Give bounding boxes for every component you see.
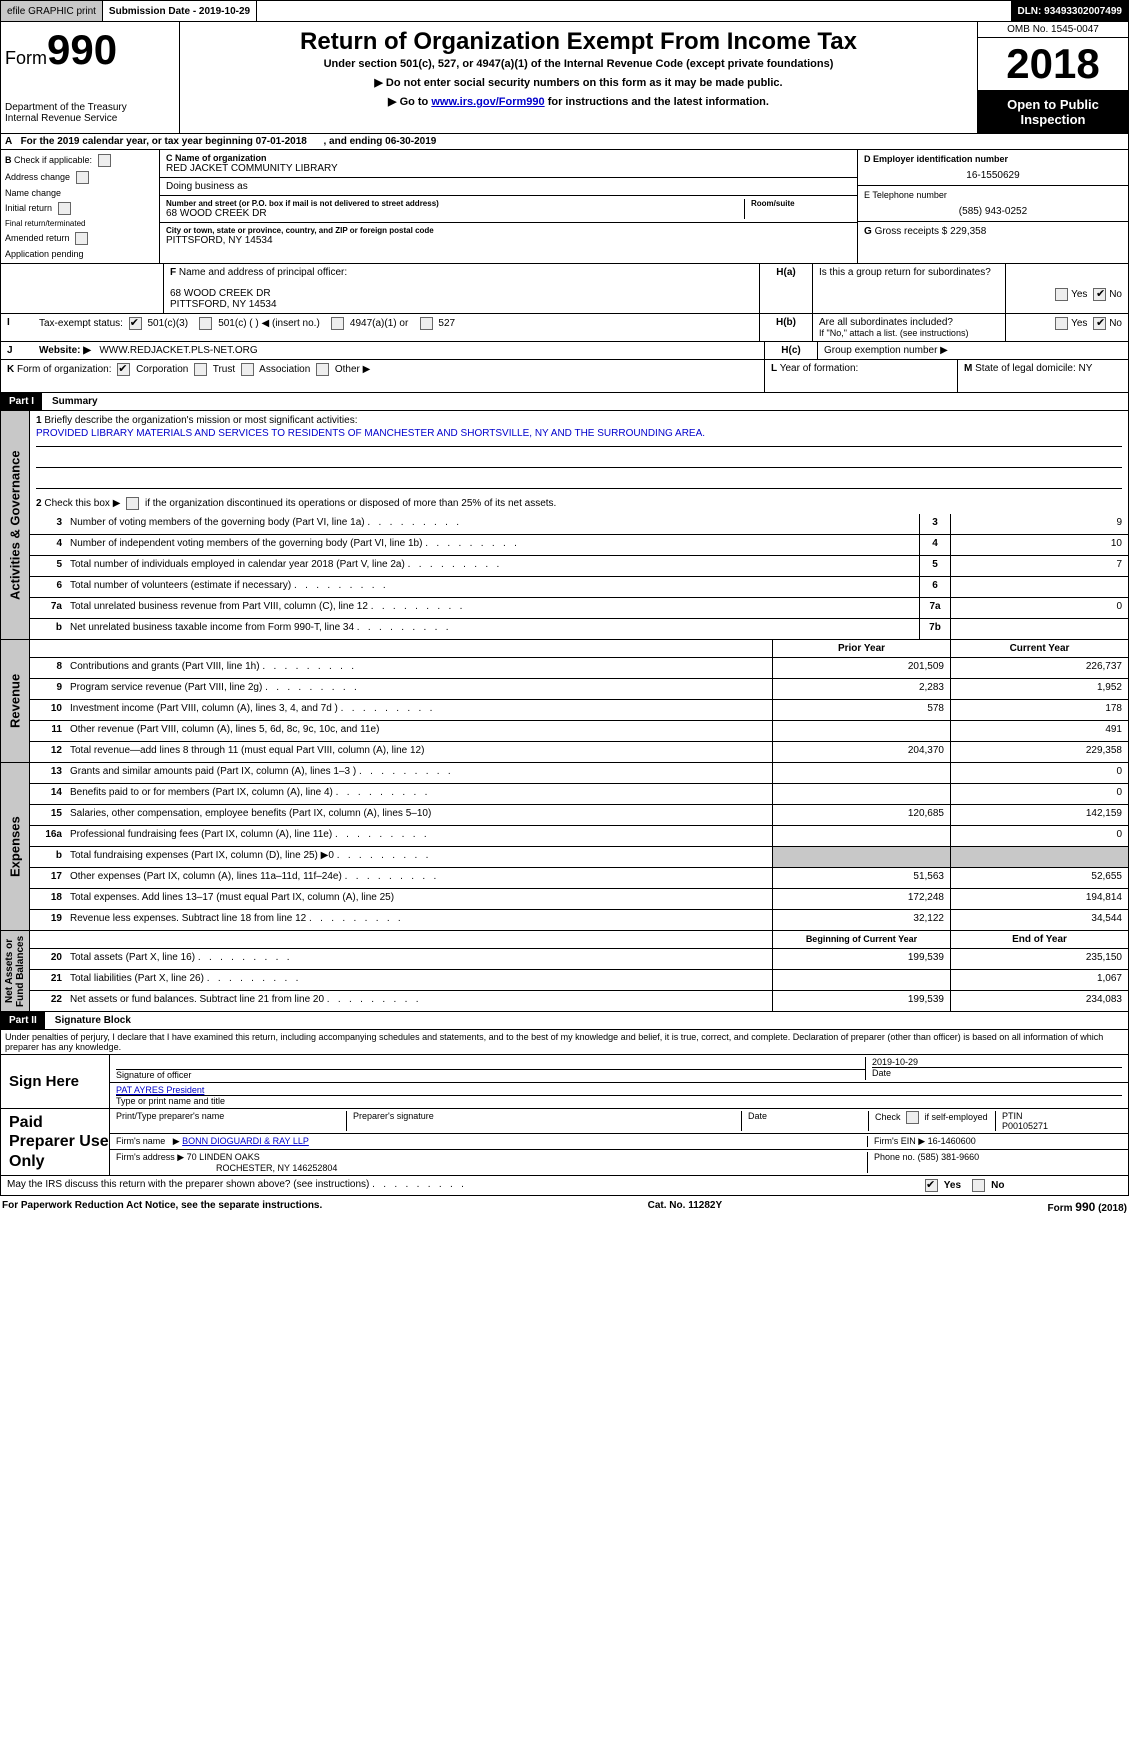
summary-line: 8Contributions and grants (Part VIII, li… — [30, 658, 1128, 679]
summary-line: 7aTotal unrelated business revenue from … — [30, 598, 1128, 619]
gross-receipts: Gross receipts $ 229,358 — [875, 226, 987, 237]
checkbox[interactable] — [76, 171, 89, 184]
note-goto: ▶ Go to www.irs.gov/Form990 for instruct… — [184, 95, 973, 108]
netassets-block: Net Assets or Fund Balances Beginning of… — [0, 931, 1129, 1012]
summary-line: bTotal fundraising expenses (Part IX, co… — [30, 847, 1128, 868]
firm-ein: 16-1460600 — [928, 1136, 976, 1146]
summary-line: 4Number of independent voting members of… — [30, 535, 1128, 556]
section-i-hb: I Tax-exempt status: 501(c)(3) 501(c) ( … — [0, 314, 1129, 342]
org-name: RED JACKET COMMUNITY LIBRARY — [166, 163, 851, 174]
city: PITTSFORD, NY 14534 — [166, 235, 851, 246]
checkbox[interactable] — [241, 363, 254, 376]
summary-line: 6Total number of volunteers (estimate if… — [30, 577, 1128, 598]
sign-here-block: Sign Here Signature of officer 2019-10-2… — [0, 1055, 1129, 1109]
submission-date: Submission Date - 2019-10-29 — [103, 1, 257, 21]
open-to-public: Open to Public Inspection — [978, 91, 1128, 133]
summary-line: 15Salaries, other compensation, employee… — [30, 805, 1128, 826]
checkbox[interactable] — [972, 1179, 985, 1192]
summary-line: bNet unrelated business taxable income f… — [30, 619, 1128, 639]
section-fh: F Name and address of principal officer:… — [0, 264, 1129, 314]
paid-preparer-block: Paid Preparer Use Only Print/Type prepar… — [0, 1109, 1129, 1176]
checkbox[interactable] — [420, 317, 433, 330]
summary-line: 11Other revenue (Part VIII, column (A), … — [30, 721, 1128, 742]
checkbox[interactable] — [906, 1111, 919, 1124]
street: 68 WOOD CREEK DR — [166, 208, 744, 219]
dba-label: Doing business as — [166, 181, 851, 192]
checkbox[interactable] — [129, 317, 142, 330]
footer: For Paperwork Reduction Act Notice, see … — [0, 1196, 1129, 1218]
checkbox[interactable] — [1093, 317, 1106, 330]
summary-line: 18Total expenses. Add lines 13–17 (must … — [30, 889, 1128, 910]
summary-line: 5Total number of individuals employed in… — [30, 556, 1128, 577]
revenue-block: Revenue Prior Year Current Year 8Contrib… — [0, 640, 1129, 763]
checkbox[interactable] — [1055, 317, 1068, 330]
checkbox[interactable] — [316, 363, 329, 376]
expenses-block: Expenses 13Grants and similar amounts pa… — [0, 763, 1129, 931]
discuss-row: May the IRS discuss this return with the… — [0, 1176, 1129, 1196]
checkbox[interactable] — [75, 232, 88, 245]
website: WWW.REDJACKET.PLS-NET.ORG — [99, 345, 257, 356]
form-subtitle: Under section 501(c), 527, or 4947(a)(1)… — [184, 58, 973, 70]
form-header: Form990 Department of the Treasury Inter… — [0, 22, 1129, 134]
dept-treasury: Department of the Treasury Internal Reve… — [5, 102, 175, 124]
tax-year: 2018 — [978, 38, 1128, 91]
summary-line: 19Revenue less expenses. Subtract line 1… — [30, 910, 1128, 930]
topbar: efile GRAPHIC print Submission Date - 20… — [0, 0, 1129, 22]
prep-phone: (585) 381-9660 — [918, 1152, 980, 1162]
part2-header: Part II Signature Block — [0, 1012, 1129, 1030]
jurat: Under penalties of perjury, I declare th… — [0, 1030, 1129, 1055]
checkbox[interactable] — [194, 363, 207, 376]
ptin: P00105271 — [1002, 1121, 1122, 1131]
form-number: 990 — [47, 26, 117, 73]
form-prefix: Form — [5, 48, 47, 68]
phone: (585) 943-0252 — [864, 206, 1122, 217]
summary-line: 12Total revenue—add lines 8 through 11 (… — [30, 742, 1128, 762]
summary-line: 22Net assets or fund balances. Subtract … — [30, 991, 1128, 1011]
col-d: D Employer identification number 16-1550… — [858, 150, 1128, 263]
checkbox[interactable] — [1093, 288, 1106, 301]
firm-name: BONN DIOGUARDI & RAY LLP — [182, 1136, 309, 1146]
summary-line: 13Grants and similar amounts paid (Part … — [30, 763, 1128, 784]
ein: 16-1550629 — [864, 170, 1122, 181]
summary-line: 21Total liabilities (Part X, line 26)1,0… — [30, 970, 1128, 991]
checkbox[interactable] — [58, 202, 71, 215]
note-ssn: Do not enter social security numbers on … — [184, 76, 973, 89]
irs-link[interactable]: www.irs.gov/Form990 — [431, 96, 544, 108]
efile-label: efile GRAPHIC print — [1, 1, 103, 21]
section-klm: K Form of organization: Corporation Trus… — [0, 360, 1129, 393]
checkbox[interactable] — [117, 363, 130, 376]
checkbox[interactable] — [925, 1179, 938, 1192]
governance-block: Activities & Governance 1 Briefly descri… — [0, 411, 1129, 640]
section-j-hc: J Website: ▶ WWW.REDJACKET.PLS-NET.ORG H… — [0, 342, 1129, 360]
checkbox[interactable] — [199, 317, 212, 330]
officer-name: PAT AYRES President — [116, 1085, 1122, 1095]
checkbox[interactable] — [126, 497, 139, 510]
checkbox[interactable] — [1055, 288, 1068, 301]
checkbox[interactable] — [98, 154, 111, 167]
summary-line: 17Other expenses (Part IX, column (A), l… — [30, 868, 1128, 889]
mission: PROVIDED LIBRARY MATERIALS AND SERVICES … — [36, 426, 1122, 447]
dln: DLN: 93493302007499 — [1011, 1, 1128, 21]
summary-line: 14Benefits paid to or for members (Part … — [30, 784, 1128, 805]
block-bcd: B Check if applicable: Address change Na… — [0, 150, 1129, 264]
section-a: A For the 2019 calendar year, or tax yea… — [0, 134, 1129, 150]
summary-line: 3Number of voting members of the governi… — [30, 514, 1128, 535]
summary-line: 9Program service revenue (Part VIII, lin… — [30, 679, 1128, 700]
summary-line: 10Investment income (Part VIII, column (… — [30, 700, 1128, 721]
col-c: C Name of organization RED JACKET COMMUN… — [160, 150, 858, 263]
summary-line: 16aProfessional fundraising fees (Part I… — [30, 826, 1128, 847]
col-b: B Check if applicable: Address change Na… — [1, 150, 160, 263]
omb: OMB No. 1545-0047 — [978, 22, 1128, 38]
form-title: Return of Organization Exempt From Incom… — [184, 28, 973, 56]
checkbox[interactable] — [331, 317, 344, 330]
summary-line: 20Total assets (Part X, line 16)199,5392… — [30, 949, 1128, 970]
part1-header: Part I Summary — [0, 393, 1129, 411]
